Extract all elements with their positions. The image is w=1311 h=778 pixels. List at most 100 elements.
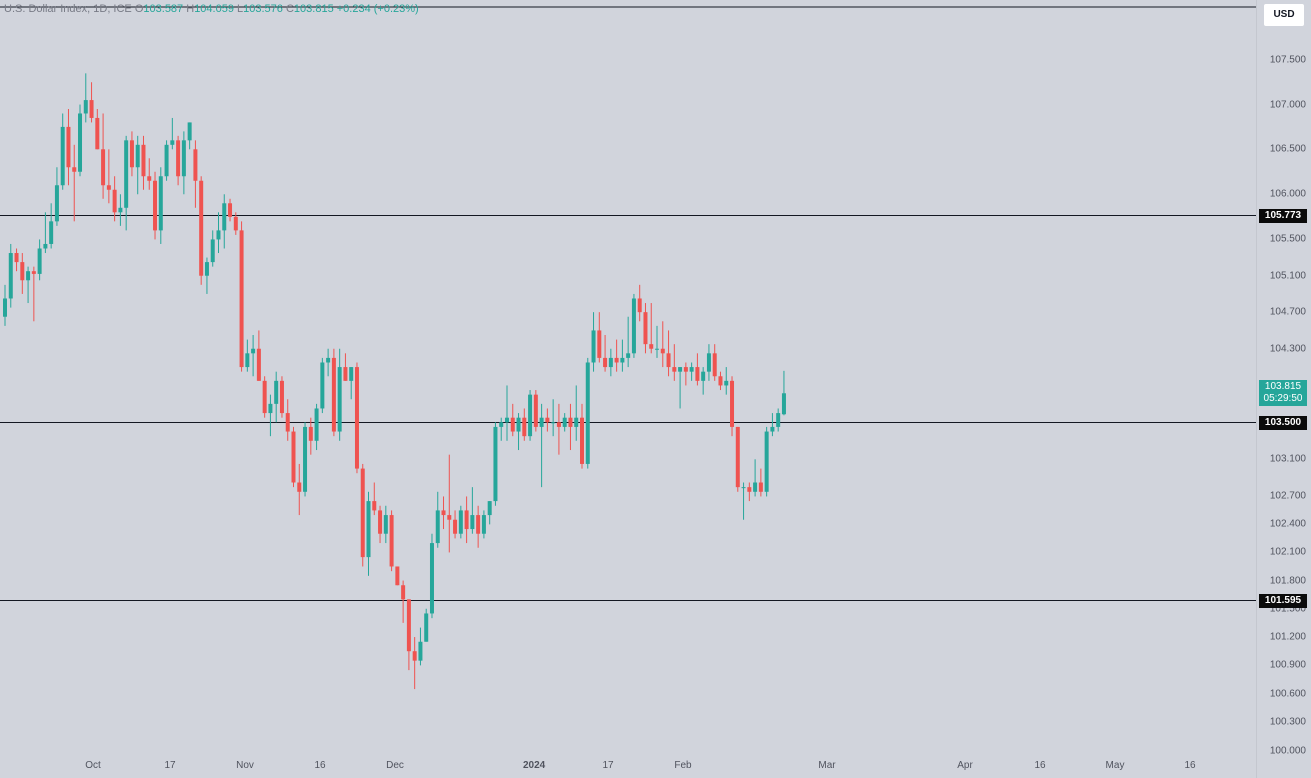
time-tick: 17 xyxy=(602,760,614,771)
price-tick: 105.100 xyxy=(1269,270,1306,282)
candle xyxy=(481,510,486,539)
candle-body xyxy=(37,248,42,274)
candle xyxy=(251,335,256,377)
candle xyxy=(776,408,781,432)
candle-body xyxy=(204,262,209,276)
candle-body xyxy=(360,468,365,558)
price-tick: 103.100 xyxy=(1269,453,1306,465)
candle-body xyxy=(187,122,192,141)
candle xyxy=(297,463,302,516)
candle xyxy=(435,491,440,548)
candle xyxy=(424,608,429,642)
candle-body xyxy=(441,510,446,516)
candle-body xyxy=(8,253,13,299)
candle-body xyxy=(26,271,31,281)
candle-body xyxy=(262,380,267,414)
candle xyxy=(193,140,198,208)
candle-body xyxy=(297,482,302,492)
candle-body xyxy=(528,394,533,437)
candle xyxy=(770,413,775,437)
candle-body xyxy=(626,353,631,358)
candle xyxy=(643,303,648,354)
candle-body xyxy=(193,149,198,181)
candle xyxy=(308,417,313,455)
candle xyxy=(279,376,284,418)
candle-body xyxy=(401,585,406,600)
candle xyxy=(181,131,186,195)
candle xyxy=(649,303,654,354)
price-tick: 100.300 xyxy=(1269,716,1306,728)
candle-body xyxy=(539,417,544,427)
candle-body xyxy=(308,426,313,441)
candle-body xyxy=(383,515,388,534)
currency-button[interactable]: USD xyxy=(1263,3,1305,27)
candle xyxy=(504,385,509,441)
candle-body xyxy=(412,651,417,661)
candle-body xyxy=(637,298,642,313)
candle xyxy=(222,194,227,249)
candle-body xyxy=(643,312,648,345)
candle-body xyxy=(424,613,429,642)
candle xyxy=(758,468,763,497)
legend-close: 103.815 xyxy=(293,3,334,15)
candle-body xyxy=(660,348,665,354)
candle-body xyxy=(89,100,94,118)
candle-body xyxy=(608,357,613,368)
candle-body xyxy=(147,176,152,181)
price-tick: 102.700 xyxy=(1269,490,1306,502)
candle xyxy=(320,357,325,414)
candle-body xyxy=(476,515,481,534)
price-axis[interactable]: USD 107.500 107.000 106.500 106.000 105.500 1… xyxy=(1256,0,1311,778)
candle xyxy=(337,348,342,441)
candle xyxy=(429,533,434,619)
candle-body xyxy=(747,487,752,492)
candle xyxy=(701,367,706,395)
level-price-label: 105.773 xyxy=(1259,208,1307,223)
time-axis[interactable]: Oct 17 Nov 16 Dec 2024 17 Feb Mar Apr 16 May 16 xyxy=(0,758,1256,778)
candle-body xyxy=(78,113,83,172)
candle-body xyxy=(279,380,284,414)
candle-body xyxy=(580,417,584,464)
candle xyxy=(54,167,59,226)
candle xyxy=(672,344,677,381)
candle xyxy=(239,221,244,372)
candle-body xyxy=(210,239,215,263)
time-tick: 16 xyxy=(1184,760,1196,771)
candle xyxy=(533,390,538,432)
candle-body xyxy=(730,380,735,427)
candle xyxy=(487,501,492,525)
price-tick: 104.300 xyxy=(1269,343,1306,355)
candle xyxy=(153,171,158,240)
chart-pane[interactable]: U.S. Dollar Index, 1D, ICE O103.587 H104… xyxy=(0,0,1256,778)
candle-body xyxy=(124,140,129,208)
candle xyxy=(539,403,544,488)
candle-body xyxy=(453,519,458,534)
candle xyxy=(637,284,642,322)
candle-body xyxy=(551,422,556,424)
candle xyxy=(101,113,106,199)
candle-body xyxy=(631,298,636,354)
candle xyxy=(591,312,596,372)
candle xyxy=(516,413,521,451)
candle-body xyxy=(764,431,769,492)
candle xyxy=(735,426,740,492)
candle-body xyxy=(458,510,463,534)
symbol-legend: U.S. Dollar Index, 1D, ICE O103.587 H104… xyxy=(4,3,419,15)
candle-body xyxy=(603,357,608,368)
price-tick: 101.200 xyxy=(1269,631,1306,643)
level-price-label: 103.500 xyxy=(1259,415,1307,430)
level-price-label: 101.595 xyxy=(1259,593,1307,608)
candlestick-chart[interactable] xyxy=(0,0,1256,778)
candle xyxy=(158,167,163,244)
time-tick: 16 xyxy=(1034,760,1046,771)
candle-body xyxy=(314,408,319,441)
current-price: 103.815 xyxy=(1264,381,1302,393)
countdown-timer: 05:29:50 xyxy=(1263,393,1303,405)
candle-body xyxy=(343,367,348,381)
price-tick: 106.000 xyxy=(1269,188,1306,200)
candle xyxy=(666,330,671,377)
candle-body xyxy=(251,348,256,354)
candle-body xyxy=(164,144,169,177)
candle xyxy=(135,135,140,195)
candle-body xyxy=(268,403,273,414)
